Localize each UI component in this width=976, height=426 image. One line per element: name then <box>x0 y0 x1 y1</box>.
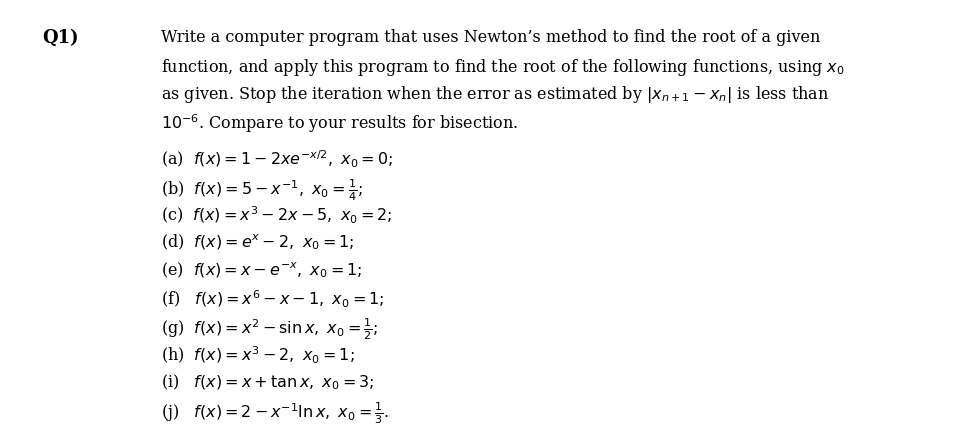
Text: (i)   $f(x) = x + \tan x,\ x_0 = 3;$: (i) $f(x) = x + \tan x,\ x_0 = 3;$ <box>161 373 375 392</box>
Text: (j)   $f(x) = 2 - x^{-1}\ln x,\ x_0 = \frac{1}{3}.$: (j) $f(x) = 2 - x^{-1}\ln x,\ x_0 = \fra… <box>161 400 389 426</box>
Text: (b)  $f(x) = 5 - x^{-1},\ x_0 = \frac{1}{4};$: (b) $f(x) = 5 - x^{-1},\ x_0 = \frac{1}{… <box>161 177 363 203</box>
Text: (d)  $f(x) = e^x - 2,\ x_0 = 1;$: (d) $f(x) = e^x - 2,\ x_0 = 1;$ <box>161 233 354 252</box>
Text: function, and apply this program to find the root of the following functions, us: function, and apply this program to find… <box>161 57 845 78</box>
Text: as given. Stop the iteration when the error as estimated by $|x_{n+1} - x_n|$ is: as given. Stop the iteration when the er… <box>161 84 830 106</box>
Text: (a)  $f(x) = 1 - 2xe^{-x/2},\ x_0 = 0;$: (a) $f(x) = 1 - 2xe^{-x/2},\ x_0 = 0;$ <box>161 149 393 170</box>
Text: (g)  $f(x) = x^2 - \sin x,\ x_0 = \frac{1}{2};$: (g) $f(x) = x^2 - \sin x,\ x_0 = \frac{1… <box>161 317 379 343</box>
Text: (c)  $f(x) = x^3 - 2x - 5,\ x_0 = 2;$: (c) $f(x) = x^3 - 2x - 5,\ x_0 = 2;$ <box>161 205 392 226</box>
Text: Q1): Q1) <box>43 29 79 46</box>
Text: Write a computer program that uses Newton’s method to find the root of a given: Write a computer program that uses Newto… <box>161 29 821 46</box>
Text: (f)   $f(x) = x^6 - x - 1,\ x_0 = 1;$: (f) $f(x) = x^6 - x - 1,\ x_0 = 1;$ <box>161 289 385 310</box>
Text: (e)  $f(x) = x - e^{-x},\ x_0 = 1;$: (e) $f(x) = x - e^{-x},\ x_0 = 1;$ <box>161 261 362 280</box>
Text: (h)  $f(x) = x^3 - 2,\ x_0 = 1;$: (h) $f(x) = x^3 - 2,\ x_0 = 1;$ <box>161 345 355 366</box>
Text: $10^{-6}$. Compare to your results for bisection.: $10^{-6}$. Compare to your results for b… <box>161 112 518 135</box>
